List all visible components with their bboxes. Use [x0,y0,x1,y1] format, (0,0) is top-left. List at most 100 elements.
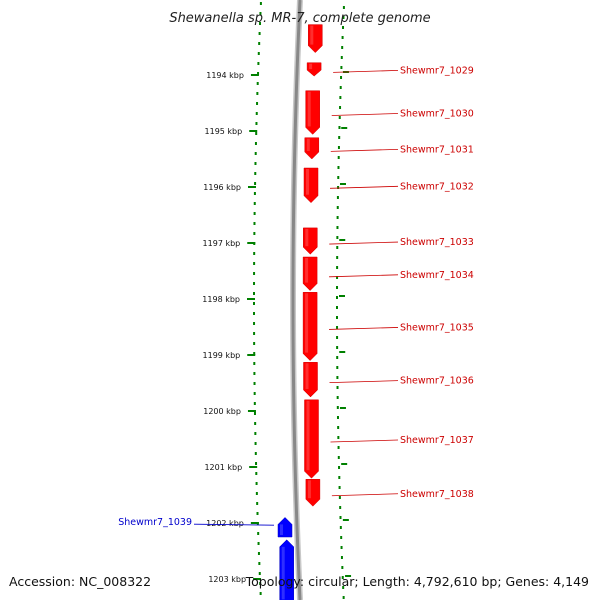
inner-ring-dot [253,282,256,285]
gene-label[interactable]: Shewmr7_1036 [400,376,474,387]
outer-ring-dot [341,46,344,49]
outer-ring-dot [336,286,339,289]
inner-tick-mark [249,466,258,468]
gene-arrow[interactable] [303,362,318,398]
gene-label[interactable]: Shewmr7_1032 [400,181,474,192]
gene-arrow[interactable] [305,479,321,507]
inner-ring-dot [253,342,256,345]
gene-arrow-highlight [306,169,309,195]
outer-tick-mark [345,575,352,577]
gene-arrow-highlight [307,91,311,127]
gene-arrow[interactable] [302,292,318,361]
inner-ring-dot [259,22,262,25]
gene-label[interactable]: Shewmr7_1039 [118,517,192,528]
outer-ring-dot [336,216,339,219]
inner-ring-dot [253,392,256,395]
outer-ring-dot [337,146,340,149]
kbp-ticks: 1194 kbp 1195 kbp 1196 kbp 1197 kbp 1198 kbp… [202,71,352,584]
gene-arrow[interactable] [303,227,318,255]
outer-ring-dot [337,436,340,439]
outer-tick-mark [339,407,346,409]
outer-ring-dot [336,416,339,419]
accession-label: Accession: NC_008322 [9,574,151,589]
outer-ring-dot [341,576,344,579]
outer-ring-dot [339,526,342,529]
outer-ring-dot [341,36,344,39]
gene-label[interactable]: Shewmr7_1035 [400,322,474,333]
inner-ring-dot [256,502,259,505]
gene-label-connector [331,113,399,116]
outer-ring-dot [338,476,341,479]
outer-ring-dot [338,486,341,489]
gene-label-connector [330,439,399,443]
gene-label-connector [329,241,399,245]
gene-arrow[interactable] [306,62,322,77]
outer-ring-dot [336,236,339,239]
gene-arrow-highlight [305,363,309,389]
outer-ring-dot [336,346,339,349]
gene-label[interactable]: Shewmr7_1031 [400,144,474,155]
outer-ring-dot [341,566,344,569]
inner-ring-dot [253,302,256,305]
inner-ring-dot [257,62,260,65]
inner-ring-dot [253,232,256,235]
inner-ring-dot [253,252,256,255]
gene-label[interactable]: Shewmr7_1033 [400,237,474,248]
tick-rings [253,2,345,599]
gene-arrow[interactable] [303,167,319,204]
inner-ring-dot [256,102,259,105]
page-title: Shewanella sp. MR-7, complete genome [169,11,430,26]
gene-label[interactable]: Shewmr7_1029 [400,65,474,76]
gene-label-connector [193,523,275,526]
inner-ring-dot [253,352,256,355]
outer-ring-dot [340,76,343,79]
inner-ring-dot [256,512,259,515]
inner-ring-dot [259,12,262,15]
gene-features [277,24,323,600]
gene-arrow[interactable] [304,137,320,160]
inner-ring-dot [254,452,257,455]
inner-ring-dot [257,552,260,555]
inner-ring-dot [253,272,256,275]
inner-ring-dot [254,432,257,435]
gene-label[interactable]: Shewmr7_1038 [400,489,474,500]
inner-ring-dot [257,542,260,545]
gene-arrow[interactable] [277,517,293,538]
gene-label[interactable]: Shewmr7_1034 [400,270,474,281]
inner-tick-mark [247,410,256,412]
outer-ring-dot [340,66,343,69]
gene-labels: Shewmr7_1029 Shewmr7_1030 Shewmr7_1031 Shew… [118,65,474,528]
gene-arrow[interactable] [279,539,294,600]
outer-ring-dot [338,126,341,129]
outer-ring-dot [336,196,339,199]
inner-tick-mark [249,130,258,132]
outer-ring-dot [339,106,342,109]
gene-label[interactable]: Shewmr7_1030 [400,109,474,120]
outer-ring-dot [338,116,341,119]
inner-ring-dot [253,382,256,385]
inner-tick-mark [250,522,259,524]
gene-arrow[interactable] [305,90,320,135]
inner-ring-dot [256,92,259,95]
outer-tick-mark [339,239,346,241]
gene-arrow[interactable] [304,399,319,479]
gene-label-connector [329,274,399,278]
outer-ring-dot [339,516,342,519]
gene-arrow[interactable] [302,256,318,291]
outer-tick-mark [342,519,349,521]
gene-arrow-highlight [310,25,314,45]
inner-ring-dot [253,372,256,375]
outer-ring-dot [340,56,343,59]
inner-ring-dot [254,152,257,155]
gene-arrow-highlight [281,546,285,600]
gene-label[interactable]: Shewmr7_1037 [400,435,474,446]
outer-tick-mark [339,351,346,353]
inner-ring-dot [259,582,262,585]
inner-ring-dot [257,72,260,75]
inner-ring-dot [253,192,256,195]
gene-arrow-highlight [305,293,309,353]
gene-arrow[interactable] [308,24,323,53]
inner-tick-mark [253,578,262,580]
gene-label-connector [330,148,399,152]
outer-ring-dot [336,306,339,309]
